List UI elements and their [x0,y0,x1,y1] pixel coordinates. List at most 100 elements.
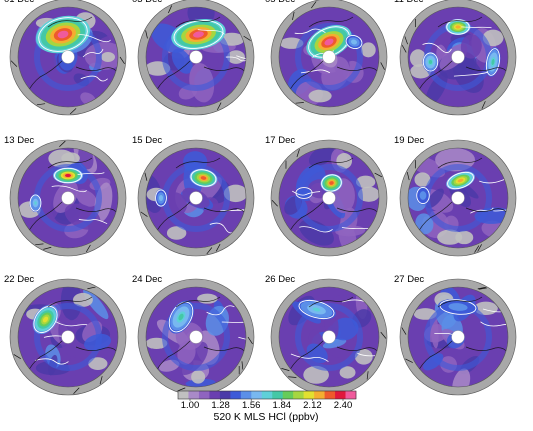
coastline-segment [25,201,63,237]
field-patch [64,203,101,230]
contour-line [29,194,42,212]
coastline-segment [465,346,508,354]
contour-line [345,35,363,49]
coastline-segment [75,207,118,215]
polar-map-panel [137,139,255,257]
panel-date-label: 01 Dec [4,0,34,5]
contour-line [225,56,246,62]
colorbar-swatch [324,391,336,399]
hcl-contour-level [454,305,462,309]
low-value-patch [72,292,93,307]
coastline [25,296,118,376]
low-value-patch [146,337,168,349]
coastline [415,296,508,376]
contour-line [206,305,235,316]
contour-line [168,301,194,333]
coastline [286,16,379,96]
coastline-segment [380,62,385,70]
contour-line [38,17,88,52]
coastline-segment [203,66,246,74]
hcl-contour-level [324,38,334,46]
coastline-segment [271,199,278,207]
contour-line [236,55,246,63]
coastline-segment [477,244,482,252]
colorbar-swatch [240,391,252,399]
contour-line [422,42,452,53]
panel-date-label: 27 Dec [394,274,425,285]
low-value-patch [303,365,329,384]
low-value-patch [88,357,108,370]
coastline-segment [25,60,63,96]
coastline-segment [175,16,221,28]
pole-mask [61,330,75,344]
coastline [153,157,246,237]
hcl-field [146,148,246,248]
polar-map-panel [137,0,255,116]
pole-mask [322,191,336,205]
coastline-segment [175,157,221,169]
coastline [25,157,118,237]
vortex-boundary [278,6,380,108]
contour-line [470,207,494,214]
coastline-segment [10,60,18,67]
coastline-segment [47,157,93,169]
panel-date-label: 15 Dec [132,135,163,146]
colorbar-swatch [251,391,263,399]
coastline-segment [415,201,453,237]
panel-date-label: 05 Dec [265,0,295,5]
contour-line [291,190,321,196]
outer-coastline [271,149,383,207]
vortex-boundary [145,6,247,108]
low-value-patch [191,370,206,384]
colorbar-tick-label: 1.00 [180,400,200,411]
hcl-contour-level [302,191,306,195]
contour-line [78,219,108,225]
coastline-segment [286,340,324,376]
hcl-contour-level [421,193,425,198]
panel-date-label: 03 Dec [132,0,162,5]
contour-line [221,321,246,324]
coastline [153,16,246,96]
panel-date-label: 19 Dec [394,135,425,146]
coastline-segment [99,376,103,385]
pole-mask [189,330,203,344]
coastline-segment [203,346,246,354]
coastline-segment [286,60,324,96]
colorbar-swatch [188,391,200,399]
contour-line [173,20,224,49]
coastline [415,157,508,237]
polar-map-panel [270,139,388,257]
coastline-segment [85,244,91,253]
coastline-segment [87,286,96,290]
coastline-segment [145,30,148,39]
coastline-segment [75,346,118,354]
pole-mask [451,191,465,205]
coastline-segment [295,102,304,104]
coastline-segment [366,371,369,380]
polar-map-panel [9,0,127,116]
contour-line [34,358,69,365]
coastline-segment [119,56,125,65]
coastline-segment [75,66,118,74]
vortex-boundary [278,147,380,249]
coastline-segment [465,66,508,74]
polar-map-panel [270,278,388,396]
pole-mask [322,330,336,344]
field-patch [460,34,482,59]
coastline-segment [73,387,80,394]
hcl-contour-level [42,316,49,323]
vortex-boundary [145,147,247,249]
pole-mask [189,191,203,205]
coastline-segment [474,245,480,253]
low-value-patch [308,89,332,103]
hcl-contour-level [455,25,461,29]
hcl-contour-level [65,173,71,178]
pole-mask [61,50,75,64]
panel-date-label: 22 Dec [4,274,35,285]
mid-latitude-band [295,164,363,232]
low-value-patch [166,226,187,240]
coastline-segment [153,201,191,237]
contour-line [197,29,225,35]
contour-line [82,48,104,58]
